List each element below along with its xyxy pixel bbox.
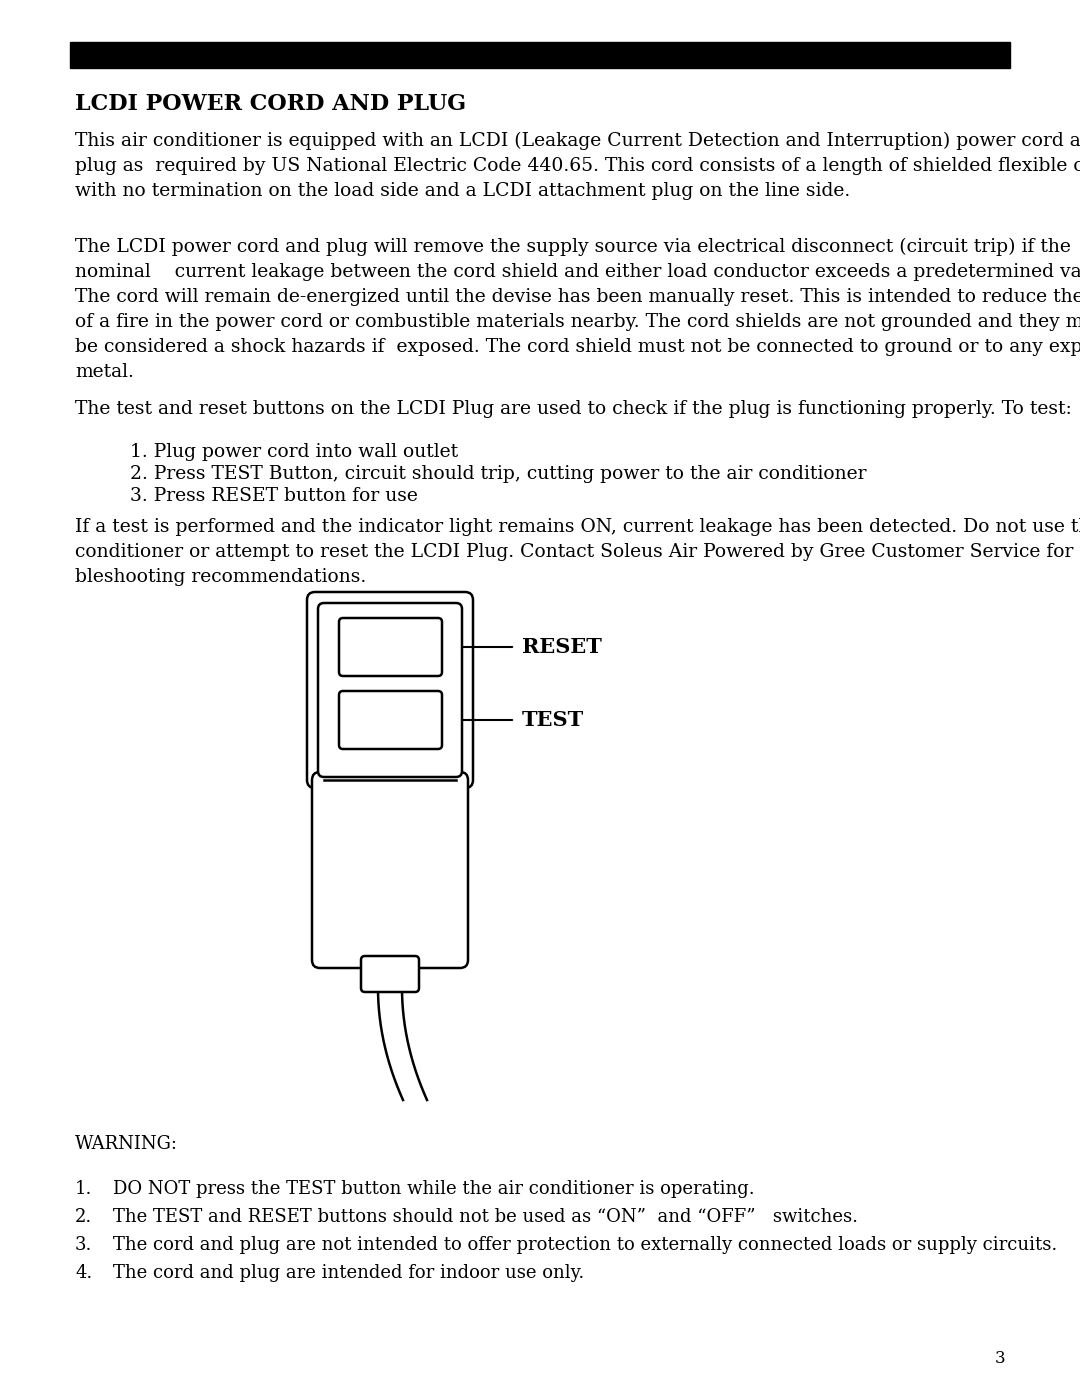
Text: LCDI POWER CORD AND PLUG: LCDI POWER CORD AND PLUG bbox=[75, 94, 467, 115]
Text: The test and reset buttons on the LCDI Plug are used to check if the plug is fun: The test and reset buttons on the LCDI P… bbox=[75, 400, 1071, 418]
Text: 3: 3 bbox=[995, 1350, 1005, 1368]
FancyBboxPatch shape bbox=[312, 773, 468, 968]
Text: RESET: RESET bbox=[522, 637, 602, 657]
Text: 1. Plug power cord into wall outlet: 1. Plug power cord into wall outlet bbox=[130, 443, 458, 461]
Text: The TEST and RESET buttons should not be used as “ON”  and “OFF”   switches.: The TEST and RESET buttons should not be… bbox=[113, 1208, 858, 1227]
Text: If a test is performed and the indicator light remains ON, current leakage has b: If a test is performed and the indicator… bbox=[75, 518, 1080, 585]
FancyBboxPatch shape bbox=[339, 692, 442, 749]
Text: The cord and plug are intended for indoor use only.: The cord and plug are intended for indoo… bbox=[113, 1264, 584, 1282]
Text: The cord and plug are not intended to offer protection to externally connected l: The cord and plug are not intended to of… bbox=[113, 1236, 1057, 1255]
Text: 2.: 2. bbox=[75, 1208, 92, 1227]
Text: TEST: TEST bbox=[522, 710, 584, 731]
FancyBboxPatch shape bbox=[361, 956, 419, 992]
Text: 3.: 3. bbox=[75, 1236, 93, 1255]
FancyBboxPatch shape bbox=[307, 592, 473, 788]
Text: DO NOT press the TEST button while the air conditioner is operating.: DO NOT press the TEST button while the a… bbox=[113, 1180, 755, 1199]
FancyBboxPatch shape bbox=[339, 617, 442, 676]
Text: The LCDI power cord and plug will remove the supply source via electrical discon: The LCDI power cord and plug will remove… bbox=[75, 237, 1080, 381]
Text: 3. Press RESET button for use: 3. Press RESET button for use bbox=[130, 488, 418, 504]
Text: 1.: 1. bbox=[75, 1180, 93, 1199]
Text: This air conditioner is equipped with an LCDI (Leakage Current Detection and Int: This air conditioner is equipped with an… bbox=[75, 131, 1080, 200]
FancyBboxPatch shape bbox=[318, 604, 462, 777]
Text: 4.: 4. bbox=[75, 1264, 92, 1282]
Text: 2. Press TEST Button, circuit should trip, cutting power to the air conditioner: 2. Press TEST Button, circuit should tri… bbox=[130, 465, 866, 483]
Text: WARNING:: WARNING: bbox=[75, 1134, 178, 1153]
Bar bbox=[70, 42, 1010, 68]
